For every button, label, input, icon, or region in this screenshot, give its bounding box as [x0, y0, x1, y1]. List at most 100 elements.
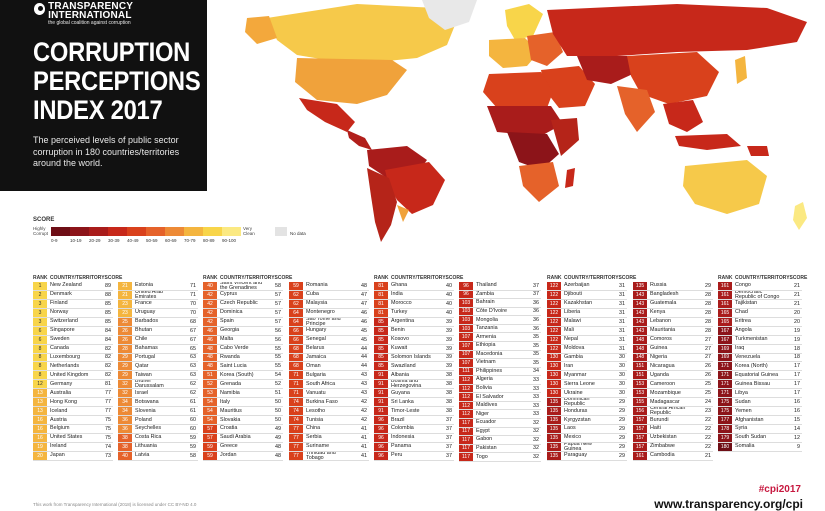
score-cell: 40: [446, 309, 452, 316]
map-australia: [683, 160, 767, 214]
table-row: 130 Sierra Leone 30: [547, 380, 627, 390]
country-cell: Estonia: [135, 282, 153, 289]
score-cell: 45: [361, 327, 367, 334]
table-row: 157 Haiti 22: [633, 425, 713, 434]
country-cell: Kazakhstan: [564, 300, 593, 307]
rank-cell: 16: [33, 433, 47, 442]
rank-cell: 16: [33, 425, 47, 433]
column-header: [633, 273, 713, 282]
legend-band-label: 60-69: [165, 238, 177, 243]
country-cell: Bangladesh: [650, 291, 679, 298]
rank-cell: 135: [547, 407, 561, 416]
score-cell: 77: [105, 408, 111, 415]
header-country: COUNTRY/TERRITORY: [391, 274, 446, 281]
hero-panel: TRANSPARENCY INTERNATIONAL the global co…: [0, 0, 207, 191]
table-row: 117 Ecuador 32: [459, 419, 541, 428]
rank-cell: 157: [633, 425, 647, 433]
map-new-zealand: [793, 202, 807, 230]
country-cell: Central African Republic: [650, 407, 686, 416]
brand-tagline: the global coalition against corruption: [48, 20, 131, 26]
country-cell: Cambodia: [650, 452, 675, 459]
rank-cell: 130: [547, 380, 561, 389]
country-cell: Ukraine: [564, 389, 583, 396]
country-cell: Bolivia: [476, 385, 492, 392]
rank-cell: 91: [374, 407, 388, 416]
table-row: 57 Croatia 49: [203, 425, 283, 434]
score-cell: 70: [190, 300, 196, 307]
table-row: 8 Luxembourg 82: [33, 353, 113, 363]
score-cell: 55: [275, 363, 281, 370]
rank-cell: 85: [374, 326, 388, 335]
country-cell: India: [391, 291, 403, 298]
table-row: 130 Myanmar 30: [547, 371, 627, 381]
rank-cell: 112: [459, 376, 473, 384]
score-cell: 29: [619, 434, 625, 441]
table-row: 130 Ukraine 30: [547, 389, 627, 399]
rank-cell: 23: [118, 308, 132, 317]
website-url[interactable]: www.transparency.org/cpi: [654, 497, 803, 511]
country-cell: South Sudan: [735, 434, 767, 441]
score-cell: 43: [361, 390, 367, 397]
rank-cell: 38: [118, 442, 132, 451]
rank-cell: 64: [289, 308, 303, 317]
rank-cell: 111: [459, 367, 473, 376]
score-cell: 75: [105, 417, 111, 424]
rank-cell: 23: [118, 299, 132, 308]
rank-cell: 38: [118, 433, 132, 442]
score-cell: 48: [361, 282, 367, 289]
table-row: 167 Angola 19: [718, 326, 802, 336]
score-cell: 40: [446, 282, 452, 289]
country-cell: Uzbekistan: [650, 434, 677, 441]
rank-cell: 157: [633, 433, 647, 442]
country-cell: Netherlands: [50, 362, 80, 369]
table-row: 161 Cambodia 21: [633, 451, 713, 461]
map-central-asia: [577, 56, 637, 84]
rank-cell: 3: [33, 299, 47, 308]
column-header: RANK COUNTRY/TERRITORY SCORE: [718, 273, 807, 282]
ranking-column: 21 Estonia 71 21 United Arab Emirates 71 23 Fra…: [118, 273, 198, 461]
score-cell: 20: [794, 309, 800, 316]
score-cell: 38: [446, 399, 452, 406]
score-cell: 20: [794, 318, 800, 325]
table-row: 51 Korea (South) 54: [203, 371, 283, 381]
table-row: 103 Côte D'Ivoire 36: [459, 307, 541, 317]
score-cell: 43: [361, 372, 367, 379]
table-row: 48 Cabo Verde 55: [203, 344, 283, 354]
score-cell: 57: [275, 291, 281, 298]
rank-cell: 26: [118, 335, 132, 344]
score-cell: 29: [705, 282, 711, 289]
score-cell: 39: [446, 318, 452, 325]
table-row: 117 Gabon 32: [459, 436, 541, 445]
rank-cell: 74: [289, 416, 303, 424]
table-row: 135 Papua New Guinea 29: [547, 442, 627, 452]
score-cell: 82: [105, 345, 111, 352]
score-cell: 25: [705, 390, 711, 397]
country-cell: Bosnia and Herzegovina: [391, 380, 422, 389]
table-row: 6 Sweden 84: [33, 335, 113, 345]
table-row: 112 Maldives 33: [459, 401, 541, 411]
score-cell: 35: [533, 359, 539, 366]
score-cell: 41: [361, 434, 367, 441]
score-cell: 37: [533, 282, 539, 289]
country-cell: Canada: [50, 345, 69, 352]
rank-cell: 48: [203, 362, 217, 371]
rank-cell: 96: [374, 433, 388, 442]
map-canada: [267, 4, 457, 62]
score-cell: 22: [705, 434, 711, 441]
score-cell: 82: [105, 354, 111, 361]
score-cell: 30: [619, 390, 625, 397]
country-cell: Syria: [735, 425, 748, 432]
rank-cell: 42: [203, 308, 217, 317]
table-row: 64 Montenegro 46: [289, 308, 369, 318]
table-row: 2 Denmark 88: [33, 290, 113, 300]
table-row: 96 Thailand 37: [459, 282, 541, 291]
country-cell: Mongolia: [476, 316, 498, 323]
rank-cell: 81: [374, 282, 388, 290]
score-cell: 39: [446, 363, 452, 370]
country-cell: Korea (South): [220, 371, 254, 378]
rank-cell: 71: [289, 389, 303, 398]
table-row: 143 Mauritania 28: [633, 326, 713, 336]
score-cell: 37: [446, 417, 452, 424]
table-row: 130 Gambia 30: [547, 353, 627, 363]
score-cell: 45: [361, 336, 367, 343]
